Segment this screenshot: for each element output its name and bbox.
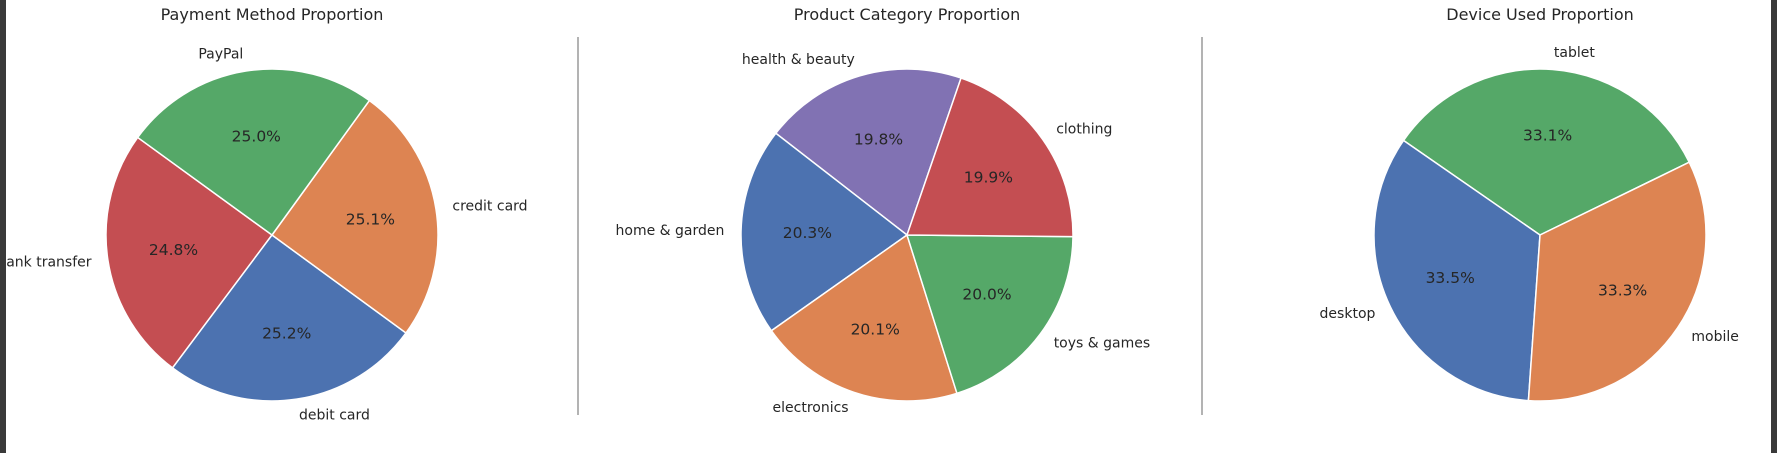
pct-label-toys-and-games: 20.0%	[962, 285, 1011, 303]
pct-label-desktop: 33.5%	[1426, 269, 1475, 287]
pie-slice-desktop	[1373, 139, 1541, 402]
slice-label-toys-and-games: toys & games	[1054, 336, 1150, 352]
pct-label-mobile: 33.3%	[1598, 282, 1647, 300]
slice-label-home-and-garden: home & garden	[616, 223, 725, 239]
slice-label-health-and-beauty: health & beauty	[742, 52, 855, 68]
pct-label-health-and-beauty: 19.8%	[854, 131, 903, 149]
slice-label-credit-card: credit card	[452, 199, 527, 215]
pie-slice-clothing	[905, 77, 1074, 238]
pct-label-bank-transfer: 24.8%	[149, 241, 198, 259]
pct-label-tablet: 33.1%	[1523, 127, 1572, 145]
pct-label-clothing: 19.9%	[964, 169, 1013, 187]
pie-slice-health-and-beauty	[774, 68, 962, 237]
pie-panel-device-used: 33.1% tablet 33.5% desktop 33.3% mobile Device…	[1320, 5, 1739, 402]
pie-slice-mobile	[1527, 161, 1707, 402]
pie-slice-bank-transfer	[105, 136, 274, 369]
pie-panel-payment-method: 24.8% bank transfer 25.2% debit card 25.1% cr…	[6, 5, 528, 424]
pie-slice-home-and-garden	[740, 132, 909, 332]
charts-svg: 24.8% bank transfer 25.2% debit card 25.1% cr…	[6, 5, 1739, 424]
pct-label-credit-card: 25.1%	[346, 211, 395, 229]
pie-slice-credit-card	[270, 99, 439, 335]
slice-label-clothing: clothing	[1056, 122, 1112, 138]
pie-slice-debit-card	[171, 233, 408, 402]
slice-label-debit-card: debit card	[299, 408, 370, 424]
pie-panel-product-category: 19.8% health & beauty 20.3% home & garden 20…	[616, 5, 1151, 416]
pie-slice-tablet	[1402, 68, 1691, 236]
pie-slice-toys-and-games	[905, 234, 1074, 395]
pct-label-home-and-garden: 20.3%	[783, 224, 832, 242]
chart-title: Payment Method Proportion	[161, 5, 384, 24]
pct-label-electronics: 20.1%	[851, 320, 900, 338]
slice-label-tablet: tablet	[1554, 45, 1595, 61]
pct-label-paypal: 25.0%	[232, 128, 281, 146]
slice-label-desktop: desktop	[1320, 306, 1376, 322]
pct-label-debit-card: 25.2%	[262, 325, 311, 343]
chart-title: Product Category Proportion	[794, 5, 1021, 24]
slice-label-mobile: mobile	[1691, 329, 1738, 345]
slice-label-bank-transfer: bank transfer	[6, 254, 92, 270]
chart-title: Device Used Proportion	[1446, 5, 1634, 24]
pie-slice-electronics	[770, 233, 958, 402]
slice-label-electronics: electronics	[773, 400, 849, 416]
slice-label-paypal: PayPal	[198, 47, 243, 63]
pie-slice-paypal	[136, 68, 371, 237]
